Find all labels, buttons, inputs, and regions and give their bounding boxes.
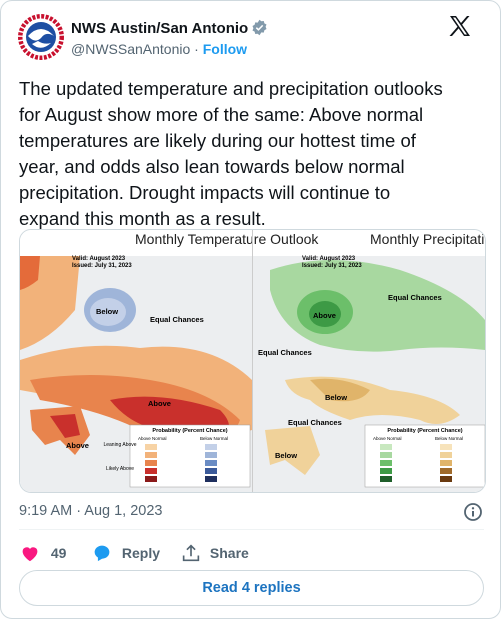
avatar[interactable]	[18, 14, 64, 60]
separator: ·	[194, 41, 199, 57]
text-line: expand this month as a result.	[19, 208, 266, 229]
divider	[19, 529, 484, 530]
nws-logo	[18, 14, 64, 60]
legend-label: Above Normal	[373, 436, 402, 441]
text-line: year, and odds also lean towards below n…	[19, 156, 405, 177]
media[interactable]: Monthly Temperature Outlook Valid: Augus…	[19, 229, 486, 493]
map-title: Monthly Temperature Outlook	[135, 231, 319, 247]
handle-line: @NWSSanAntonio · Follow	[71, 41, 247, 57]
heart-icon	[22, 547, 38, 562]
text-line: precipitation. Drought impacts will cont…	[19, 182, 391, 203]
reply-label: Reply	[121, 545, 161, 561]
info-svg	[464, 503, 482, 521]
map-label: Likely Above	[106, 466, 134, 472]
map-label: Equal Chances	[150, 315, 204, 324]
text-line: temperatures are likely during our hotte…	[19, 130, 416, 151]
handle[interactable]: @NWSSanAntonio	[71, 41, 191, 57]
share-label: Share	[209, 545, 249, 561]
name-text[interactable]: NWS Austin/San Antonio	[71, 20, 249, 37]
tweet-text: The updated temperature and precipitatio…	[19, 76, 489, 232]
x-icon	[449, 16, 470, 36]
outlook-image: Monthly Temperature Outlook Valid: Augus…	[20, 230, 485, 492]
follow-button[interactable]: Follow	[202, 41, 248, 57]
temperature-map: Monthly Temperature Outlook Valid: Augus…	[20, 231, 319, 492]
map-label: Equal Chances	[388, 293, 442, 302]
timestamp[interactable]: 9:19 AM · Aug 1, 2023	[19, 503, 163, 519]
text-line: The updated temperature and precipitatio…	[19, 78, 443, 99]
reply-button[interactable]: Reply	[91, 544, 160, 562]
share-icon	[182, 544, 200, 562]
valid-date: Valid: August 2023	[302, 256, 356, 262]
map-label: Leaning Above	[103, 442, 136, 448]
map-label: Below	[96, 307, 118, 316]
text-line: for August show more of the same: Above …	[19, 104, 424, 125]
account-name[interactable]: NWS Austin/San Antonio	[71, 19, 268, 37]
issued-date: Issued: July 31, 2023	[302, 263, 362, 269]
valid-date: Valid: August 2023	[72, 256, 126, 262]
issued-date: Issued: July 31, 2023	[72, 263, 132, 269]
info-icon[interactable]	[463, 502, 483, 527]
map-title: Monthly Precipitation Outlook	[370, 231, 485, 247]
map-label: Below	[325, 393, 347, 402]
legend-label: Below Normal	[435, 436, 463, 441]
legend-title: Probability (Percent Chance)	[152, 428, 227, 434]
reply-icon	[94, 545, 110, 562]
like-count: 49	[50, 545, 67, 561]
map-label: Above	[66, 441, 89, 450]
precipitation-map: Monthly Precipitation Outlook Valid: Aug…	[253, 231, 485, 492]
map-label: Equal Chances	[258, 348, 312, 357]
x-logo[interactable]	[448, 14, 472, 43]
legend-label: Above Normal	[138, 436, 167, 441]
legend-label: Below Normal	[200, 436, 228, 441]
map-label: Above	[148, 399, 171, 408]
map-label: Below	[275, 451, 297, 460]
verified-badge	[252, 19, 267, 36]
legend-title: Probability (Percent Chance)	[387, 428, 462, 434]
read-replies-button[interactable]: Read 4 replies	[19, 570, 484, 606]
like-button[interactable]: 49	[19, 544, 66, 562]
map-label: Equal Chances	[288, 418, 342, 427]
share-button[interactable]: Share	[181, 544, 249, 562]
map-label: Above	[313, 311, 336, 320]
